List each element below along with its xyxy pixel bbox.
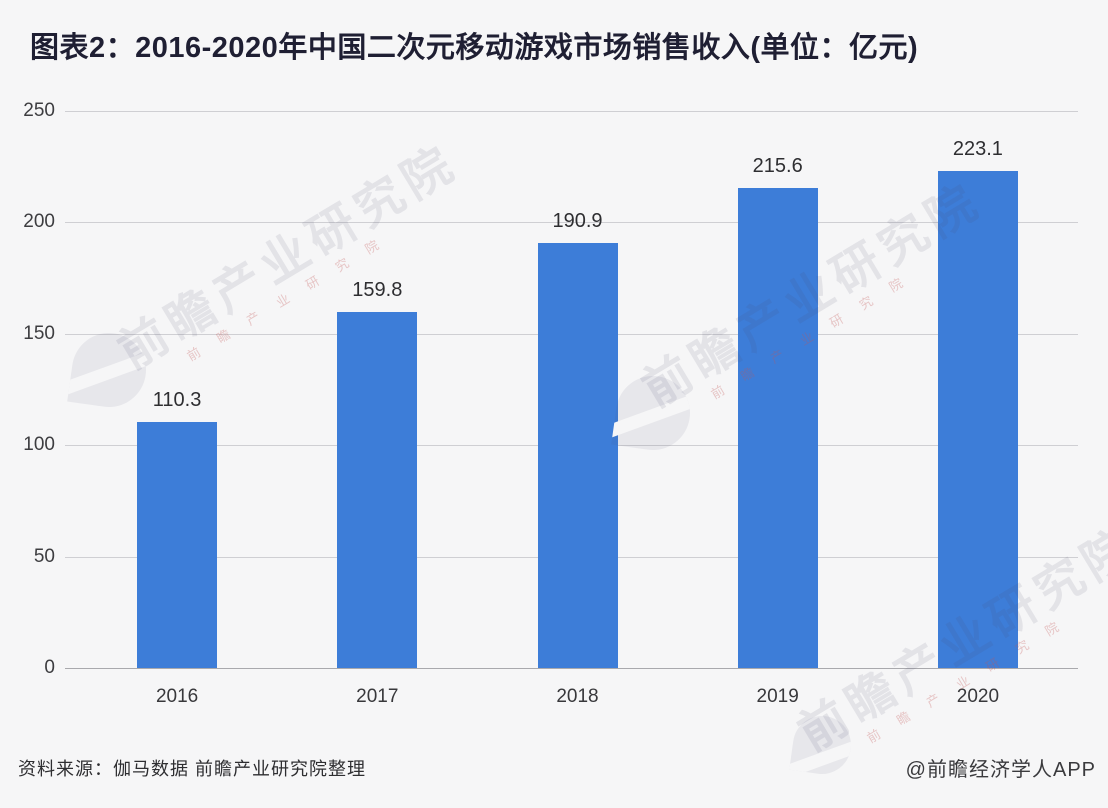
x-axis-category-label: 2018 (556, 686, 599, 707)
bar-2019 (737, 187, 818, 668)
bar-value-label: 223.1 (952, 137, 1003, 160)
y-axis-tick-label: 250 (23, 100, 55, 121)
bar-value-label: 215.6 (752, 154, 803, 177)
chart-title: 图表2：2016-2020年中国二次元移动游戏市场销售收入(单位：亿元) (30, 32, 919, 64)
x-axis-category-label: 2020 (956, 686, 1000, 707)
y-axis-tick-label: 200 (23, 211, 55, 233)
credit-note: @前瞻经济学人APP (905, 759, 1096, 781)
bar-value-label: 190.9 (552, 209, 603, 232)
y-axis-tick-label: 50 (33, 545, 55, 567)
y-axis-tick-label: 100 (23, 434, 55, 456)
bar-2016 (137, 422, 218, 668)
bar-2017 (337, 311, 418, 668)
plot-area: 0 50 100 150 200 250 110.3 2016 159.8 2017 190.9 20… (23, 101, 1078, 707)
x-axis-category-label: 2017 (356, 686, 399, 707)
bar-value-label: 159.8 (352, 278, 403, 301)
x-axis-line (65, 668, 1078, 669)
x-axis-category-label: 2019 (756, 686, 799, 707)
y-axis-tick-label: 0 (44, 657, 55, 678)
source-note: 资料来源：伽马数据 前瞻产业研究院整理 (18, 759, 366, 779)
gridline (65, 222, 1078, 224)
y-axis-tick-label: 150 (23, 322, 55, 344)
bar-2018 (537, 242, 618, 668)
gridline (65, 111, 1078, 112)
bar-value-label: 110.3 (152, 389, 202, 412)
bar-2020 (937, 170, 1018, 668)
qianzhan-logo-icon (789, 712, 855, 778)
x-axis-category-label: 2016 (155, 686, 199, 707)
